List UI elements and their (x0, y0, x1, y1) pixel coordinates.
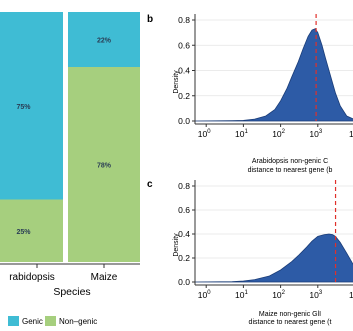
x-tick-label: 100 (198, 129, 211, 139)
bar-value-label: 75% (16, 104, 31, 111)
bar-value-label: 22% (97, 38, 112, 45)
x-tick-label: 101 (235, 129, 248, 139)
y-tick-label: 0.6 (178, 40, 190, 50)
legend: Genic Non–genic (8, 316, 97, 326)
y-axis-title: Density (173, 70, 180, 94)
x-tick-label: 103 (309, 290, 322, 300)
y-tick-label: 0.0 (178, 277, 190, 287)
y-tick-label: 0.8 (178, 181, 190, 191)
panel-c: c Density 0.0 0.2 0.4 0.6 0.8 100 101 102 103 1 M… (147, 179, 353, 326)
x-tick-label: 101 (235, 290, 248, 300)
x-tick-label: 102 (272, 129, 285, 139)
legend-label-non-genic: Non–genic (59, 317, 97, 326)
y-tick-label: 0.6 (178, 205, 190, 215)
x-axis-title-line1: Arabidopsis non-genic C (252, 158, 328, 165)
y-tick-label: 0.8 (178, 15, 190, 25)
bar-genic (68, 12, 140, 67)
bar-genic (0, 12, 63, 200)
panel-label-c: c (147, 179, 153, 190)
axes: 0.0 0.2 0.4 0.6 0.8 100 101 102 103 1 (178, 14, 353, 139)
y-tick-label: 0.2 (178, 253, 190, 263)
density-area (194, 28, 353, 122)
x-tick-label: 103 (309, 129, 322, 139)
legend-swatch-non-genic (45, 316, 56, 326)
x-axis-title-line2: distance to nearest gene (b (248, 167, 333, 174)
legend-label-genic: Genic (22, 317, 43, 326)
bar-value-label: 78% (97, 163, 112, 170)
category-label: Maize (91, 272, 118, 283)
density-area (194, 233, 353, 283)
x-tick-label-clipped: 1 (349, 129, 353, 139)
y-tick-label: 0.0 (178, 116, 190, 126)
bars-group (0, 12, 140, 262)
axes: 0.0 0.2 0.4 0.6 0.8 100 101 102 103 1 (178, 180, 353, 300)
panel-a: 75% 25% 22% 78% rabidopsis Maize Species Ge… (0, 12, 140, 326)
x-axis-title: Species (53, 286, 90, 298)
bar-non-genic (0, 199, 63, 262)
panel-label-b: b (147, 14, 153, 25)
bar-non-genic (68, 67, 140, 262)
panel-b: b Density 0.0 0.2 0.4 0.6 0.8 100 101 102 103 1 A… (147, 14, 353, 174)
x-axis-title-line2: distance to nearest gene (t (249, 319, 332, 326)
x-tick-label-clipped: 1 (349, 290, 353, 300)
y-tick-label: 0.4 (178, 66, 190, 76)
x-axis-title-line1: Maize non-genic GlI (259, 311, 321, 318)
x-tick-label: 100 (198, 290, 211, 300)
y-tick-label: 0.2 (178, 91, 190, 101)
legend-swatch-genic (8, 316, 19, 326)
y-axis-title: Density (173, 233, 180, 257)
x-tick-label: 102 (272, 290, 285, 300)
y-tick-label: 0.4 (178, 229, 190, 239)
bar-value-label: 25% (16, 229, 31, 236)
bar-labels-group: 75% 25% 22% 78% (16, 38, 111, 236)
category-label: rabidopsis (9, 272, 55, 283)
